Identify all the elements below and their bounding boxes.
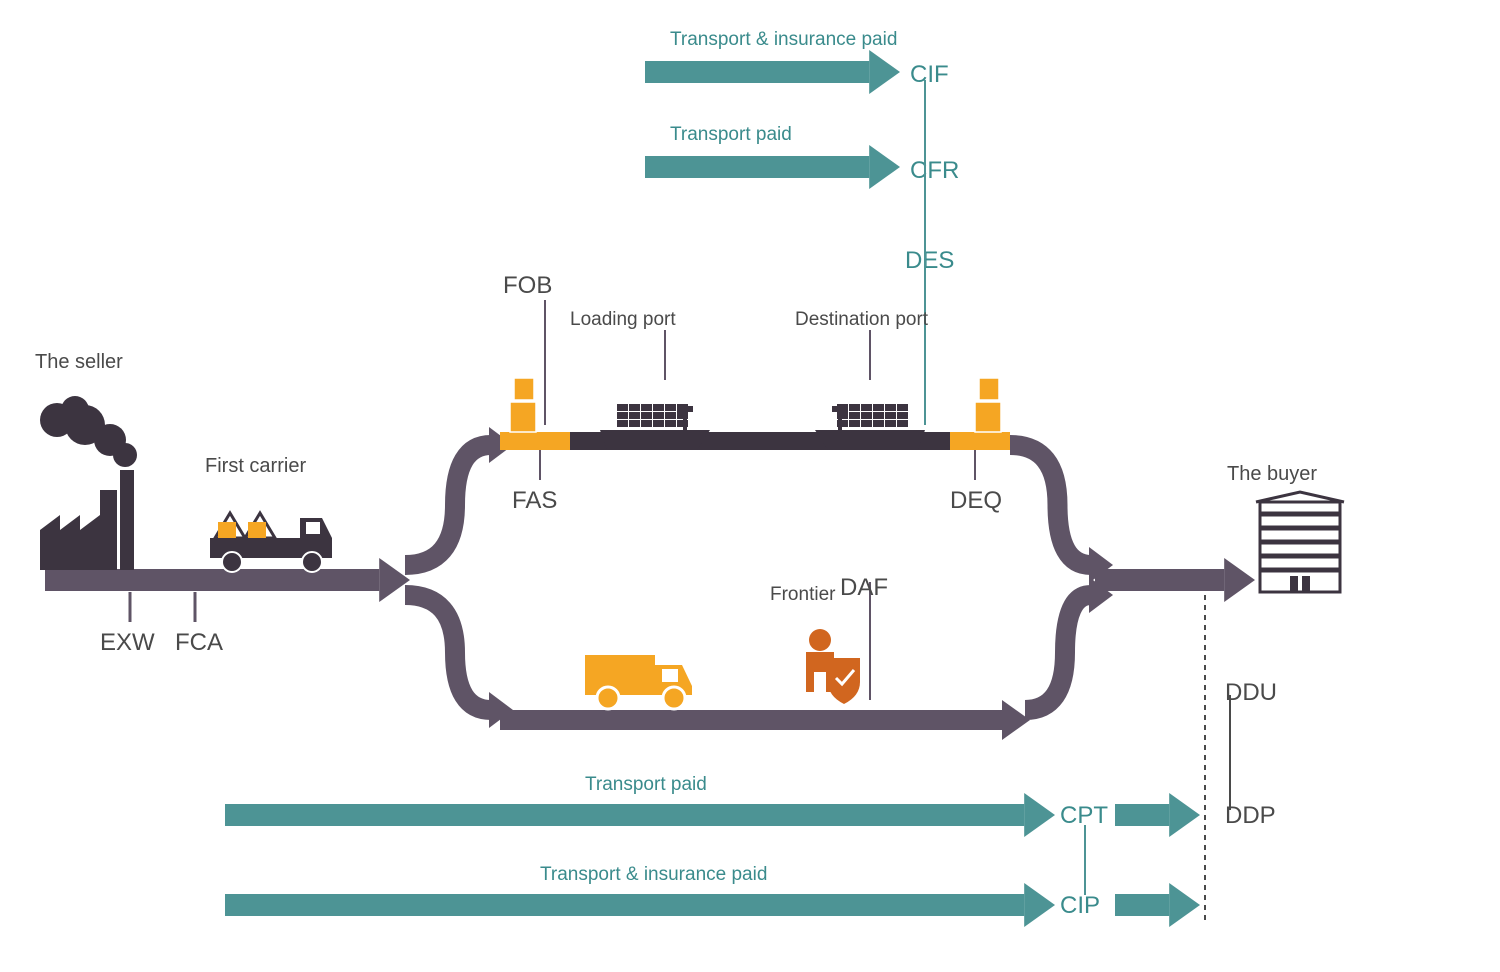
sea-route: [500, 378, 1010, 450]
curve-from-road: [1025, 577, 1113, 710]
term-fas: FAS: [512, 487, 557, 514]
arrow-cip-2: [1115, 883, 1200, 927]
term-cfr: CFR: [910, 157, 959, 184]
arrow-cif: [645, 50, 900, 94]
term-daf: DAF: [840, 574, 888, 601]
term-cif: CIF: [910, 61, 949, 88]
arrow-cip-1: [225, 883, 1055, 927]
arrow-buyer: [1095, 558, 1255, 602]
term-exw: EXW: [100, 629, 155, 656]
term-des: DES: [905, 247, 954, 274]
curve-to-road: [405, 595, 513, 728]
term-fob: FOB: [503, 272, 552, 299]
first-carrier-icon: [210, 513, 332, 572]
label-cif-desc: Transport & insurance paid: [670, 29, 897, 50]
label-loading-port: Loading port: [570, 309, 676, 330]
curve-to-sea: [405, 427, 513, 565]
term-deq: DEQ: [950, 487, 1002, 514]
label-destination-port: Destination port: [795, 309, 929, 330]
truck-icon: [585, 655, 692, 709]
term-fca: FCA: [175, 629, 223, 656]
curve-from-sea: [1010, 445, 1113, 583]
label-frontier: Frontier: [770, 584, 836, 605]
label-buyer: The buyer: [1227, 463, 1317, 485]
term-cpt: CPT: [1060, 802, 1108, 829]
factory-icon: [40, 396, 137, 570]
label-cip-desc: Transport & insurance paid: [540, 864, 767, 885]
arrow-cpt-1: [225, 793, 1055, 837]
buyer-building-icon: [1256, 492, 1344, 592]
label-cfr-desc: Transport paid: [670, 124, 792, 145]
term-ddu: DDU: [1225, 679, 1277, 706]
label-seller: The seller: [35, 351, 123, 373]
arrow-cpt-2: [1115, 793, 1200, 837]
term-cip: CIP: [1060, 892, 1100, 919]
frontier-icon: [806, 629, 860, 704]
term-ddp: DDP: [1225, 802, 1276, 829]
arrow-cfr: [645, 145, 900, 189]
incoterms-diagram: Transport & insurance paid Transport paid…: [0, 0, 1500, 972]
label-cpt-desc: Transport paid: [585, 774, 707, 795]
label-first-carrier: First carrier: [205, 455, 306, 477]
arrow-road: [500, 700, 1030, 740]
